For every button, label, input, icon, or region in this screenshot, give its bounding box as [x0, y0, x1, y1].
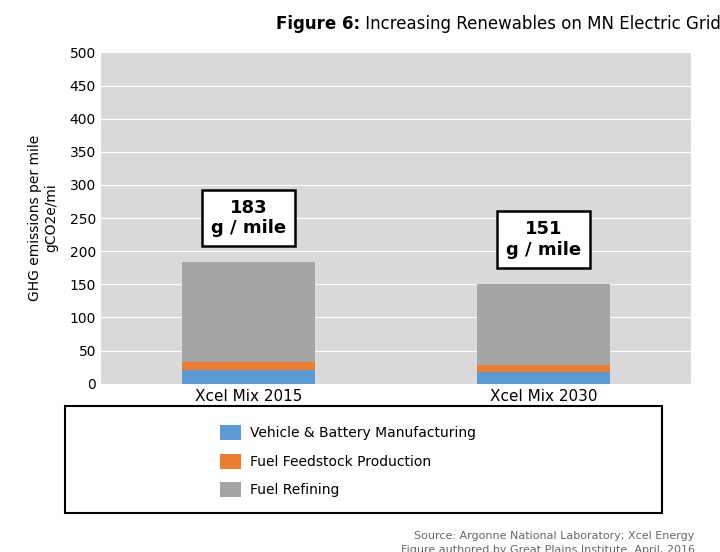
Bar: [220, 482, 241, 497]
Bar: [477, 284, 610, 365]
Bar: [182, 370, 315, 384]
Text: Fuel Refining: Fuel Refining: [250, 482, 339, 497]
Bar: [477, 365, 610, 371]
Bar: [182, 363, 315, 370]
Text: Vehicle & Battery Manufacturing: Vehicle & Battery Manufacturing: [250, 426, 476, 439]
Bar: [182, 262, 315, 363]
Bar: [220, 425, 241, 440]
Bar: [477, 371, 610, 384]
Text: Figure 6:: Figure 6:: [276, 15, 360, 34]
Text: Increasing Renewables on MN Electric Grid: Increasing Renewables on MN Electric Gri…: [360, 15, 720, 34]
Bar: [220, 454, 241, 469]
Text: Source: Argonne National Laboratory; Xcel Energy
Figure authored by Great Plains: Source: Argonne National Laboratory; Xce…: [401, 531, 695, 552]
Y-axis label: GHG emissions per mile
gCO2e/mi: GHG emissions per mile gCO2e/mi: [28, 135, 58, 301]
Text: Fuel Feedstock Production: Fuel Feedstock Production: [250, 455, 431, 469]
Text: 151
g / mile: 151 g / mile: [506, 220, 581, 259]
Text: 183
g / mile: 183 g / mile: [211, 199, 286, 237]
